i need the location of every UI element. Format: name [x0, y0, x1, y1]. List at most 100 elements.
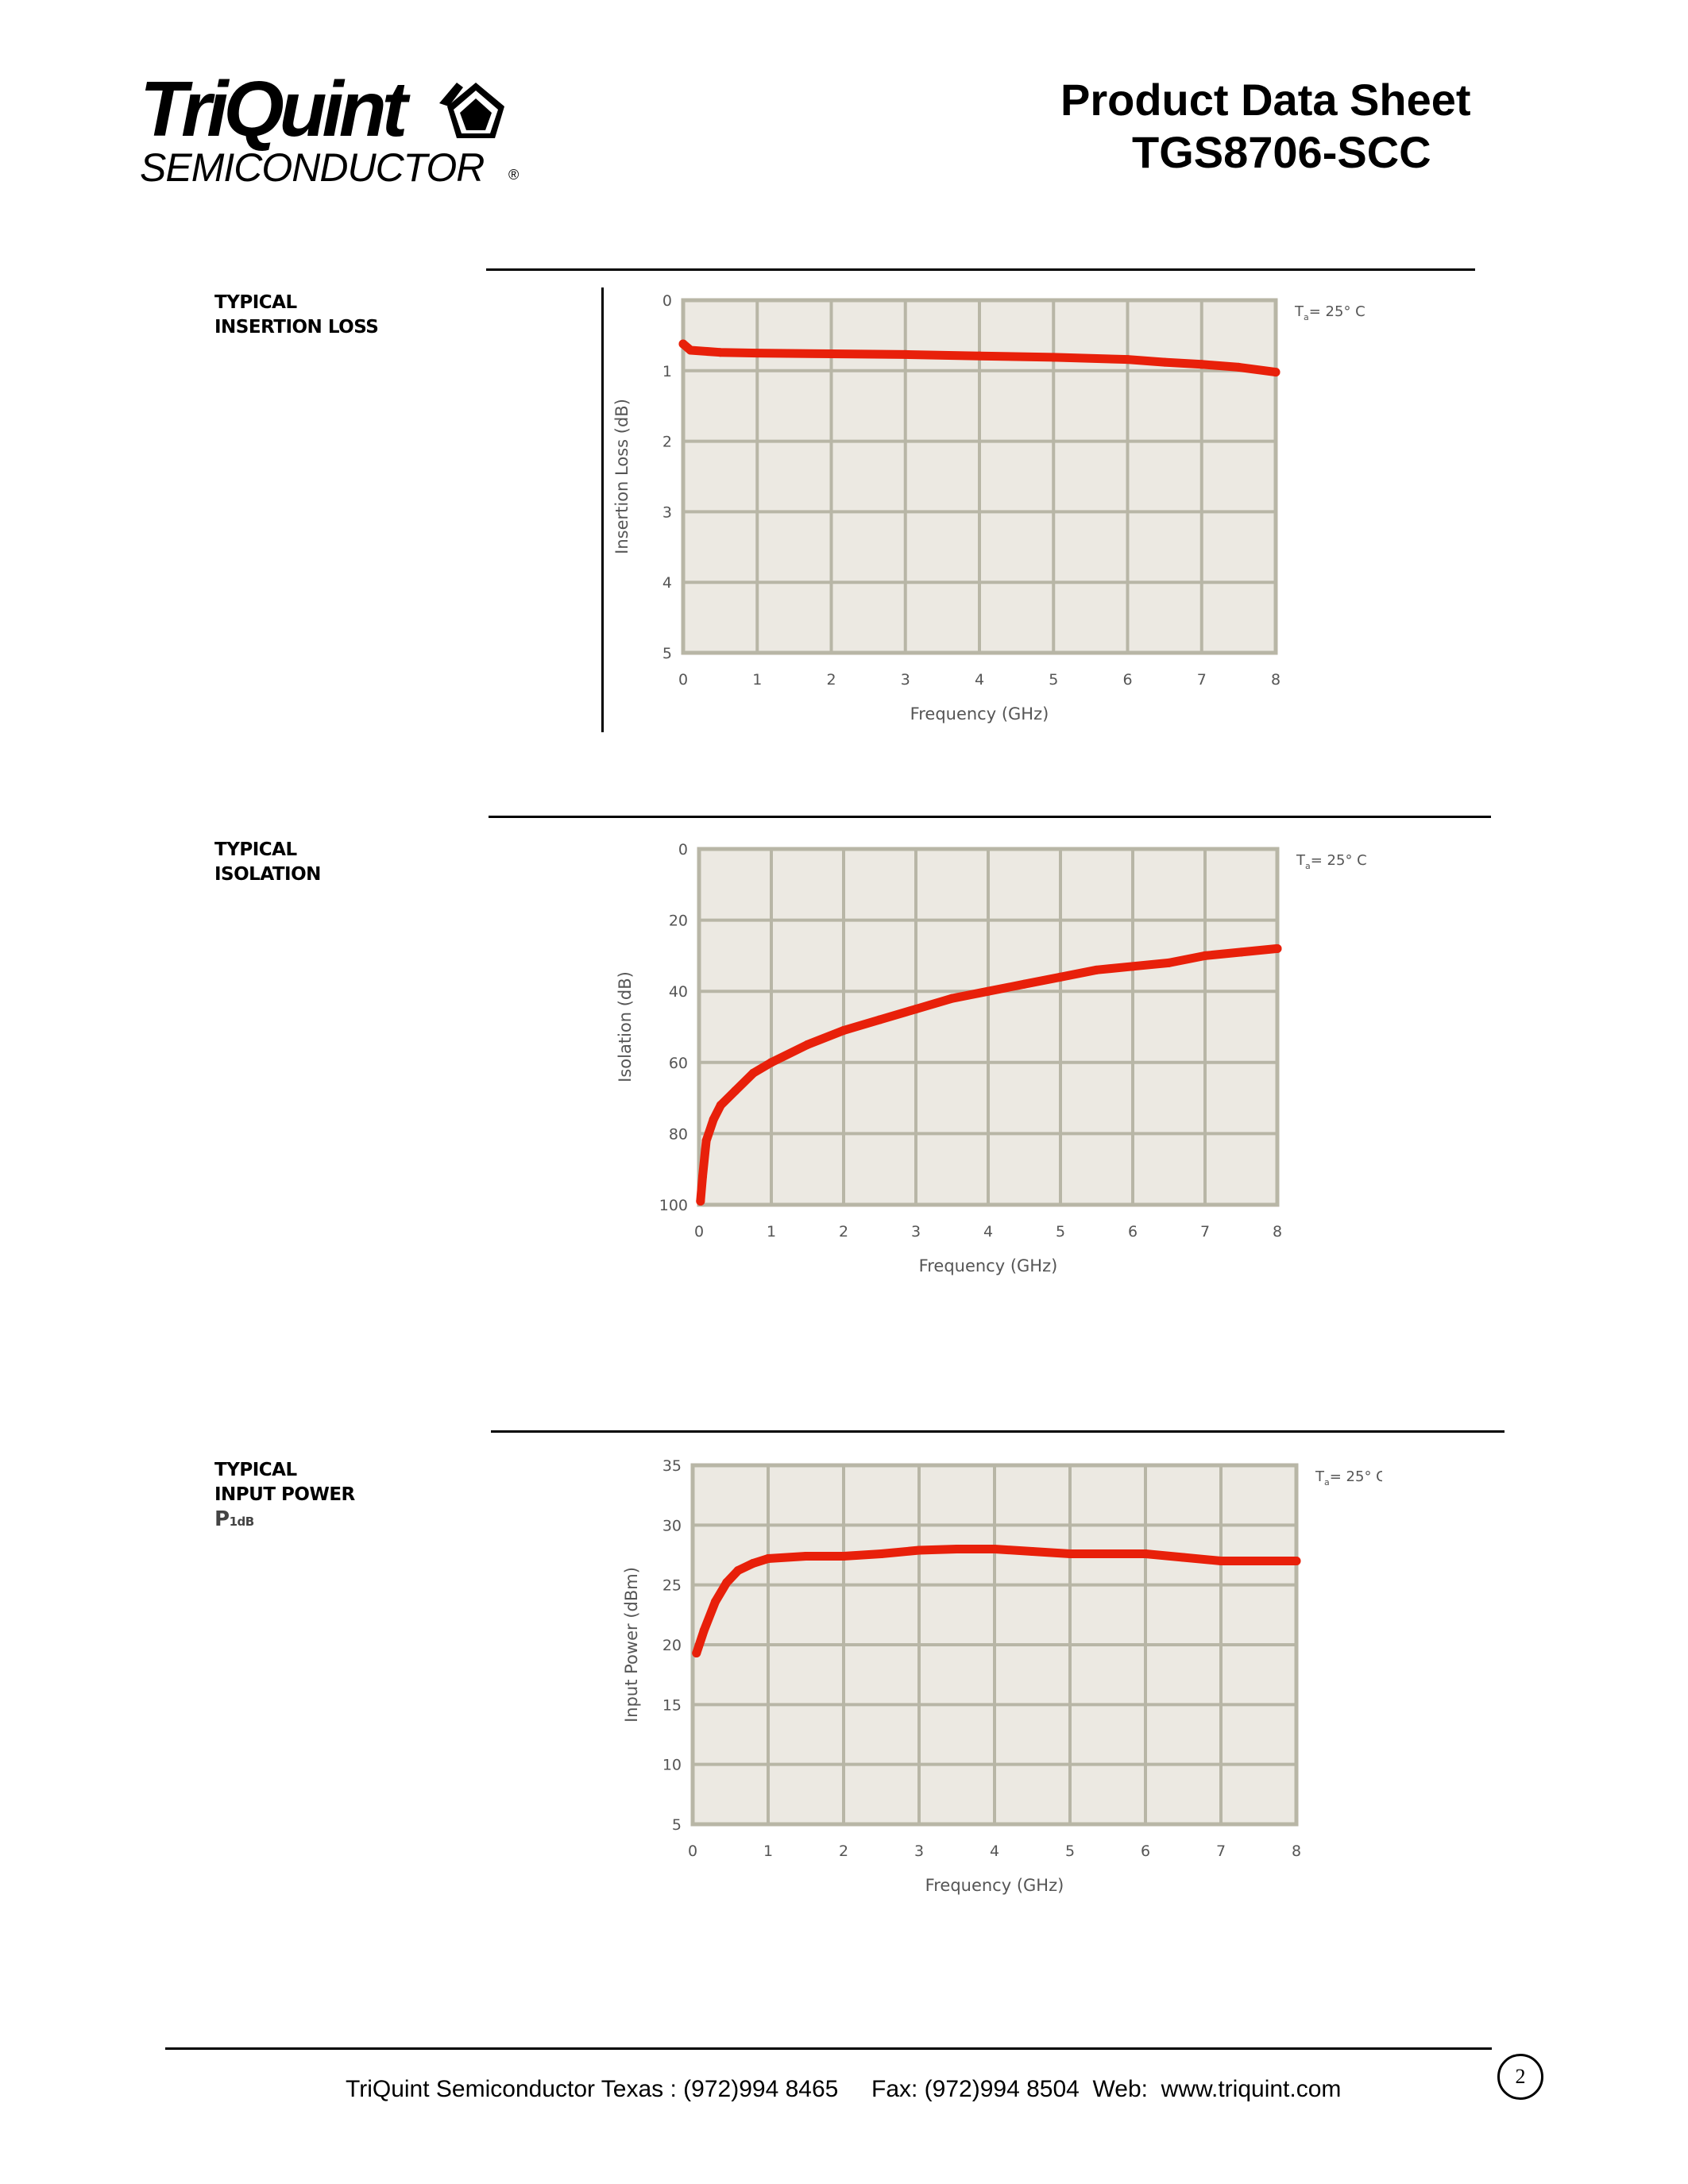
data-point	[1165, 958, 1173, 967]
data-point	[711, 1597, 720, 1607]
y-axis-label: Isolation (dB)	[616, 971, 635, 1082]
data-point	[1103, 1549, 1112, 1558]
x-tick-label: 0	[694, 1223, 704, 1241]
data-point	[733, 1566, 743, 1576]
data-point	[1123, 355, 1132, 365]
data-series-line	[696, 943, 1282, 1206]
x-tick-label: 1	[763, 1843, 773, 1860]
data-point	[1049, 353, 1058, 362]
y-tick-label: 25	[662, 1577, 682, 1595]
x-tick-label: 4	[990, 1843, 999, 1860]
y-tick-label: 5	[662, 645, 672, 662]
y-tick-label: 40	[669, 983, 688, 1001]
label-line: INSERTION LOSS	[214, 317, 379, 338]
y-tick-label: 0	[662, 292, 672, 310]
x-tick-label: 3	[901, 671, 910, 689]
section-vertical-divider	[601, 287, 604, 732]
footer-contact: TriQuint Semiconductor Texas : (972)994 …	[346, 2076, 1342, 2102]
data-point	[1179, 1553, 1188, 1562]
x-tick-label: 6	[1128, 1223, 1138, 1241]
data-point	[839, 1025, 848, 1035]
data-point	[1271, 368, 1280, 377]
data-point	[803, 1040, 812, 1049]
section-label-insertion-loss: TYPICAL INSERTION LOSS	[214, 291, 379, 340]
label-line: TYPICAL	[214, 1460, 297, 1480]
y-tick-label: 5	[672, 1816, 682, 1834]
temperature-annotation: Ta= 25° C	[1315, 1468, 1382, 1488]
x-tick-label: 4	[983, 1223, 993, 1241]
section-divider	[489, 816, 1491, 818]
section-label-input-power: TYPICAL INPUT POWER P1dB	[214, 1458, 355, 1534]
data-point	[678, 339, 688, 349]
x-tick-label: 4	[975, 671, 984, 689]
y-tick-label: 60	[669, 1055, 688, 1072]
data-point	[1197, 360, 1207, 369]
x-tick-label: 2	[826, 671, 836, 689]
section-divider	[491, 1430, 1505, 1433]
data-point	[1056, 972, 1065, 982]
y-tick-label: 20	[669, 913, 688, 930]
plot-frame	[690, 1463, 1299, 1827]
data-point	[716, 348, 725, 357]
data-point	[722, 1578, 732, 1588]
x-tick-label: 6	[1141, 1843, 1150, 1860]
data-point	[692, 1649, 701, 1658]
company-logo-subtitle: SEMICONDUCTOR	[140, 145, 485, 190]
temperature-annotation: Ta= 25° C	[1296, 852, 1367, 871]
x-tick-label: 7	[1216, 1843, 1226, 1860]
y-tick-label: 3	[662, 504, 672, 521]
data-point	[975, 351, 984, 361]
data-point	[875, 1015, 884, 1024]
data-point	[716, 1101, 725, 1110]
data-point	[748, 1559, 758, 1569]
data-point	[952, 1544, 961, 1553]
x-tick-label: 6	[1122, 671, 1132, 689]
data-point	[1092, 965, 1101, 974]
x-tick-label: 8	[1271, 671, 1280, 689]
data-point	[901, 349, 910, 359]
x-axis-label: Frequency (GHz)	[919, 1256, 1058, 1275]
data-point	[1128, 962, 1138, 971]
x-tick-label: 7	[1197, 671, 1207, 689]
y-axis-label: Input Power (dBm)	[622, 1567, 641, 1723]
label-line: INPUT POWER	[214, 1484, 355, 1505]
x-tick-label: 1	[752, 671, 762, 689]
x-tick-label: 3	[911, 1223, 921, 1241]
data-point	[827, 349, 836, 358]
y-tick-label: 2	[662, 434, 672, 451]
data-point	[752, 349, 762, 358]
y-tick-label: 4	[662, 574, 672, 592]
y-tick-label: 0	[678, 841, 688, 859]
x-tick-label: 5	[1049, 671, 1058, 689]
x-tick-label: 7	[1200, 1223, 1210, 1241]
p1db-label: P1dB	[214, 1507, 254, 1531]
data-point	[911, 1005, 921, 1014]
data-point	[698, 1171, 708, 1181]
y-tick-label: 30	[662, 1517, 682, 1534]
data-point	[1234, 362, 1243, 372]
y-tick-label: 100	[659, 1197, 688, 1214]
section-divider	[486, 268, 1475, 271]
data-point	[696, 1197, 705, 1206]
label-line: TYPICAL	[214, 292, 297, 313]
data-point	[1254, 1557, 1263, 1566]
plot-frame	[681, 298, 1278, 655]
part-number: TGS8706-SCC	[1132, 127, 1431, 177]
label-line: ISOLATION	[214, 864, 321, 885]
data-point	[877, 1549, 886, 1558]
data-point	[1141, 1549, 1150, 1558]
y-tick-label: 80	[669, 1125, 688, 1143]
x-tick-label: 5	[1065, 1843, 1075, 1860]
footer-divider	[165, 2047, 1492, 2050]
pentagon-logo-icon	[439, 83, 504, 138]
data-point	[701, 1136, 711, 1145]
data-point	[948, 994, 956, 1003]
x-tick-label: 2	[839, 1223, 848, 1241]
data-point	[802, 1552, 810, 1561]
registered-mark: ®	[508, 167, 520, 183]
page-number: 2	[1497, 2054, 1543, 2100]
y-axis-label: Insertion Loss (dB)	[612, 399, 632, 554]
